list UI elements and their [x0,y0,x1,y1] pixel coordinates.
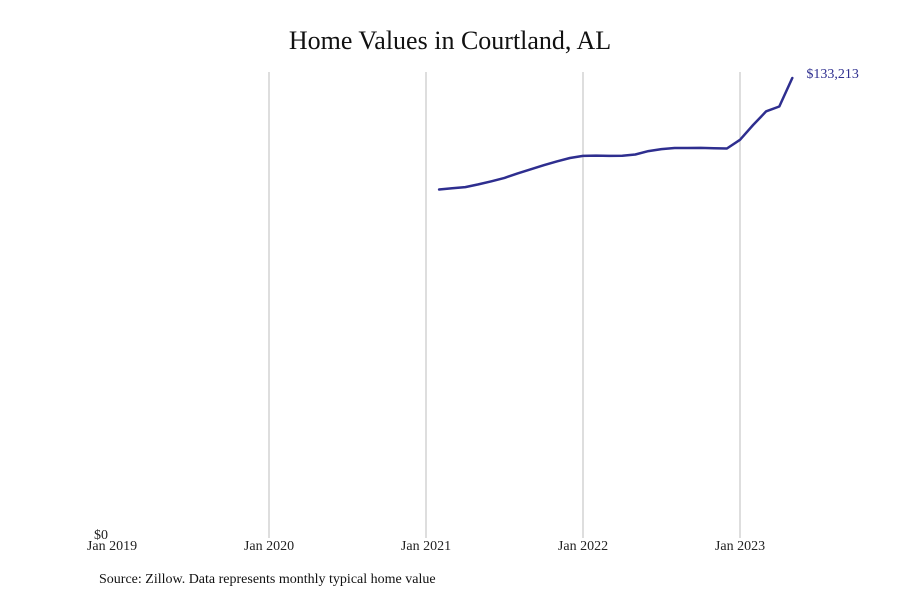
x-tick-label: Jan 2023 [715,539,765,554]
end-value-label: $133,213 [806,67,859,82]
x-tick-label: Jan 2021 [401,539,451,554]
y-tick-label: $0 [94,528,108,543]
x-tick-label: Jan 2019 [87,539,137,554]
x-tick-label: Jan 2020 [244,539,294,554]
y-axis-ticks: $0 [94,528,108,543]
gridlines [268,72,741,538]
chart-title: Home Values in Courtland, AL [288,26,612,55]
series-line [437,76,794,191]
series-layer: $133,213 [437,67,859,191]
x-tick-label: Jan 2022 [558,539,608,554]
source-note: Source: Zillow. Data represents monthly … [99,572,436,587]
x-axis-ticks: Jan 2019 Jan 2020 Jan 2021 Jan 2022 Jan 2023 [87,539,765,554]
